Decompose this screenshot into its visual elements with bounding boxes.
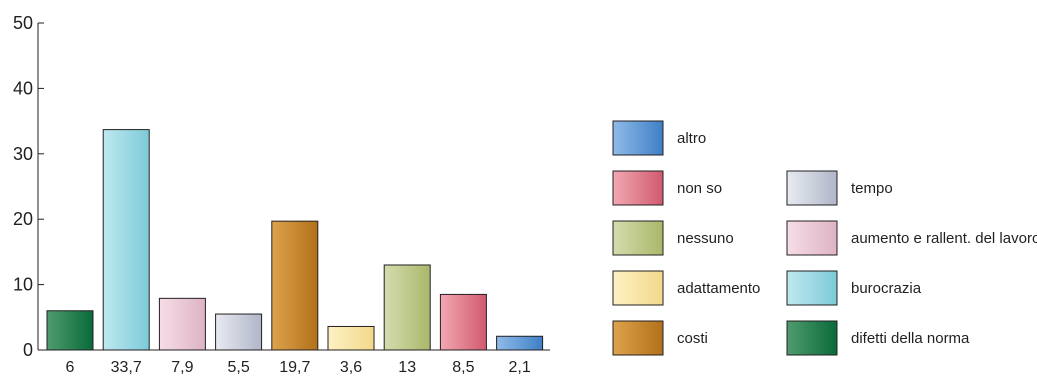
bar [383, 264, 431, 351]
legend-swatch [786, 220, 838, 256]
x-tick-label: 2,1 [508, 359, 530, 376]
legend-label: adattamento [677, 280, 760, 297]
y-tick-label: 0 [23, 340, 33, 360]
legend-swatch [612, 270, 664, 306]
x-tick-label: 7,9 [171, 359, 193, 376]
category-labels: 6 33,7 7,9 5,5 19,7 3,6 13 8,5 2,1 [66, 359, 531, 376]
legend-label: difetti della norma [851, 330, 970, 347]
bar [271, 220, 319, 351]
legend-label: aumento e rallent. del lavoro [851, 230, 1037, 247]
legend-swatch [612, 320, 664, 356]
y-tick-label: 30 [13, 144, 33, 164]
legend-item: burocrazia [786, 270, 922, 306]
x-tick-label: 5,5 [227, 359, 249, 376]
legend-item: costi [612, 320, 708, 356]
bar [327, 325, 375, 351]
legend-label: altro [677, 130, 706, 147]
legend-item: difetti della norma [786, 320, 970, 356]
x-tick-label: 3,6 [340, 359, 362, 376]
bar [158, 297, 206, 351]
legend-item: aumento e rallent. del lavoro [786, 220, 1037, 256]
legend-swatch [786, 170, 838, 206]
x-tick-label: 13 [398, 359, 416, 376]
legend-swatch [612, 120, 664, 156]
legend: altro non so tempo nessuno aumento e rallent… [612, 120, 1037, 356]
y-tick-label: 40 [13, 78, 33, 98]
legend-label: non so [677, 180, 722, 197]
legend-item: nessuno [612, 220, 734, 256]
bar [496, 335, 544, 351]
legend-label: nessuno [677, 230, 734, 247]
bar [439, 293, 487, 351]
y-tick-label: 10 [13, 275, 33, 295]
x-tick-label: 8,5 [452, 359, 474, 376]
legend-label: tempo [851, 180, 893, 197]
bars [46, 129, 544, 351]
legend-label: burocrazia [851, 280, 922, 297]
x-tick-label: 6 [66, 359, 75, 376]
legend-label: costi [677, 330, 708, 347]
axes: 0 10 20 30 40 50 [13, 13, 550, 360]
legend-item: adattamento [612, 270, 760, 306]
legend-swatch [786, 270, 838, 306]
bar [46, 310, 94, 351]
y-tick-label: 50 [13, 13, 33, 33]
bar [102, 129, 150, 351]
y-tick-label: 20 [13, 209, 33, 229]
x-tick-label: 19,7 [279, 359, 310, 376]
x-tick-label: 33,7 [111, 359, 142, 376]
legend-item: altro [612, 120, 706, 156]
legend-item: tempo [786, 170, 893, 206]
legend-swatch [612, 170, 664, 206]
legend-swatch [612, 220, 664, 256]
legend-swatch [786, 320, 838, 356]
bar [215, 313, 263, 351]
legend-item: non so [612, 170, 722, 206]
